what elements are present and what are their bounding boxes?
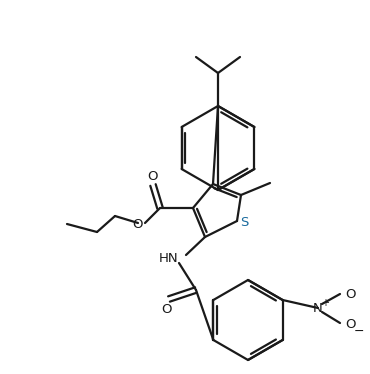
- Text: S: S: [240, 215, 248, 229]
- Text: N: N: [313, 301, 323, 315]
- Text: +: +: [321, 298, 329, 308]
- Text: O: O: [132, 218, 143, 230]
- Text: O: O: [161, 303, 171, 316]
- Text: O: O: [147, 170, 157, 183]
- Text: O: O: [345, 288, 356, 300]
- Text: −: −: [354, 325, 364, 337]
- Text: O: O: [345, 318, 356, 331]
- Text: HN: HN: [158, 251, 178, 264]
